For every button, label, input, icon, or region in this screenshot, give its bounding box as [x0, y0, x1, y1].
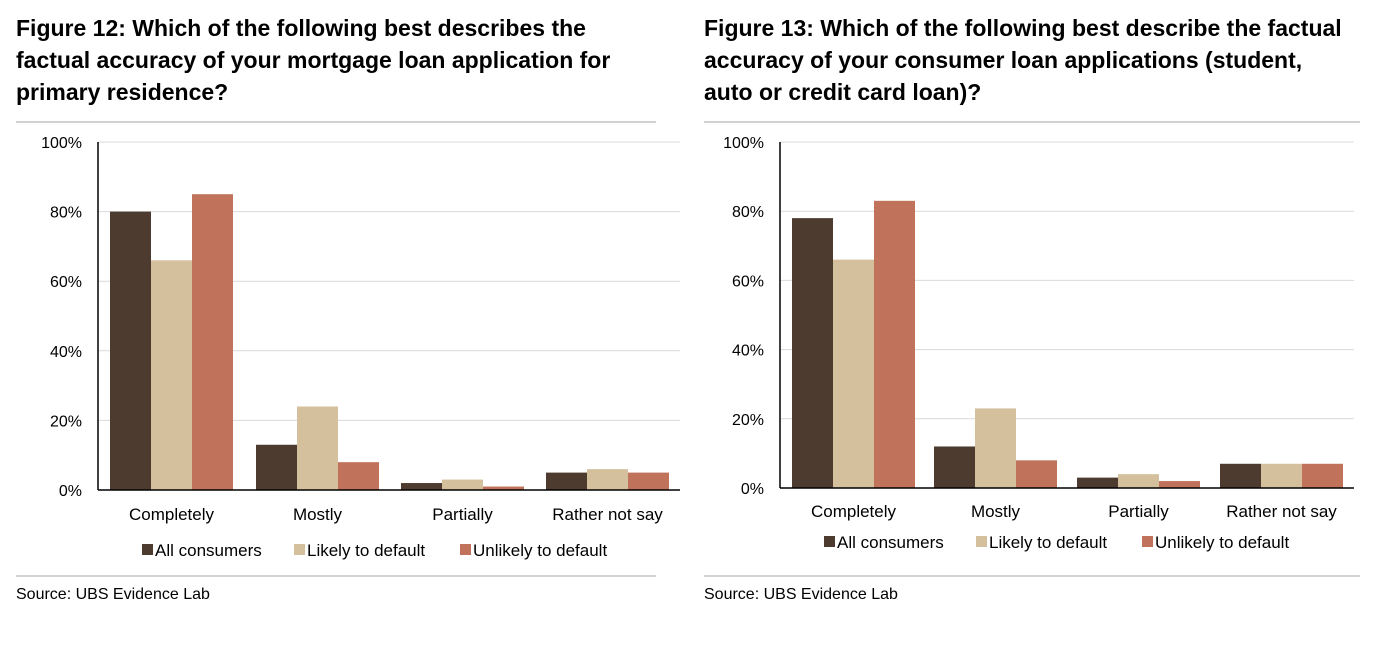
- legend-swatch: [1142, 536, 1153, 547]
- bar: [1220, 463, 1261, 488]
- legend-swatch: [824, 536, 835, 547]
- y-tick-label: 40%: [732, 343, 764, 360]
- bar: [934, 446, 975, 488]
- legend-label: All consumers: [155, 541, 262, 560]
- bar: [1302, 463, 1343, 488]
- x-category-label: Completely: [129, 505, 215, 524]
- bottom-divider: [704, 575, 1360, 577]
- top-divider: [16, 121, 656, 123]
- legend-label: All consumers: [837, 533, 944, 552]
- figure-12: Figure 12: Which of the following best d…: [0, 0, 680, 664]
- y-tick-label: 100%: [41, 135, 82, 152]
- bar: [1077, 477, 1118, 488]
- y-tick-label: 100%: [723, 135, 764, 152]
- bar: [833, 259, 874, 488]
- x-category-label: Mostly: [293, 505, 343, 524]
- bar-chart-consumer-loan: 0% 20% 40% 60% 80% 100% Completely Mostly Partia…: [723, 135, 1354, 552]
- bar: [587, 469, 628, 490]
- y-tick-label: 40%: [50, 344, 82, 361]
- figure-title: Figure 13: Which of the following best d…: [704, 15, 1342, 105]
- bar: [628, 472, 669, 490]
- x-category-label: Partially: [432, 505, 493, 524]
- y-tick-label: 0%: [59, 483, 82, 500]
- legend-label: Unlikely to default: [473, 541, 607, 560]
- y-tick-label: 0%: [741, 481, 764, 498]
- x-category-label: Rather not say: [552, 505, 663, 524]
- bar: [256, 444, 297, 490]
- bar: [1016, 460, 1057, 488]
- legend-label: Likely to default: [989, 533, 1107, 552]
- bar: [338, 462, 379, 490]
- source-note: Source: UBS Evidence Lab: [704, 586, 898, 603]
- bar: [1159, 481, 1200, 488]
- y-tick-label: 60%: [732, 273, 764, 290]
- bar: [1261, 463, 1302, 488]
- legend-swatch: [460, 544, 471, 555]
- y-tick-label: 20%: [50, 413, 82, 430]
- source-note: Source: UBS Evidence Lab: [16, 586, 210, 603]
- bar: [792, 218, 833, 488]
- y-tick-label: 80%: [50, 205, 82, 222]
- bar: [110, 211, 151, 490]
- legend-label: Unlikely to default: [1155, 533, 1289, 552]
- legend-swatch: [142, 544, 153, 555]
- x-category-label: Mostly: [971, 502, 1021, 521]
- legend-swatch: [976, 536, 987, 547]
- bar: [1118, 474, 1159, 488]
- bar-chart-mortgage: 0% 20% 40% 60% 80% 100% Completely Mostly Partia…: [41, 135, 680, 560]
- figure-title: Figure 12: Which of the following best d…: [16, 15, 611, 105]
- x-category-label: Completely: [811, 502, 897, 521]
- bottom-divider: [16, 575, 656, 577]
- bar: [297, 406, 338, 490]
- bar: [546, 472, 587, 490]
- bar: [442, 479, 483, 490]
- bar: [975, 408, 1016, 488]
- bar: [483, 486, 524, 490]
- y-tick-label: 80%: [732, 204, 764, 221]
- bar: [874, 200, 915, 488]
- bar: [151, 260, 192, 490]
- top-divider: [704, 121, 1360, 123]
- y-tick-label: 60%: [50, 274, 82, 291]
- figure-13: Figure 13: Which of the following best d…: [688, 0, 1360, 664]
- y-tick-label: 20%: [732, 412, 764, 429]
- legend-swatch: [294, 544, 305, 555]
- x-category-label: Partially: [1108, 502, 1169, 521]
- bar: [192, 194, 233, 490]
- legend-label: Likely to default: [307, 541, 425, 560]
- x-category-label: Rather not say: [1226, 502, 1337, 521]
- bar: [401, 483, 442, 490]
